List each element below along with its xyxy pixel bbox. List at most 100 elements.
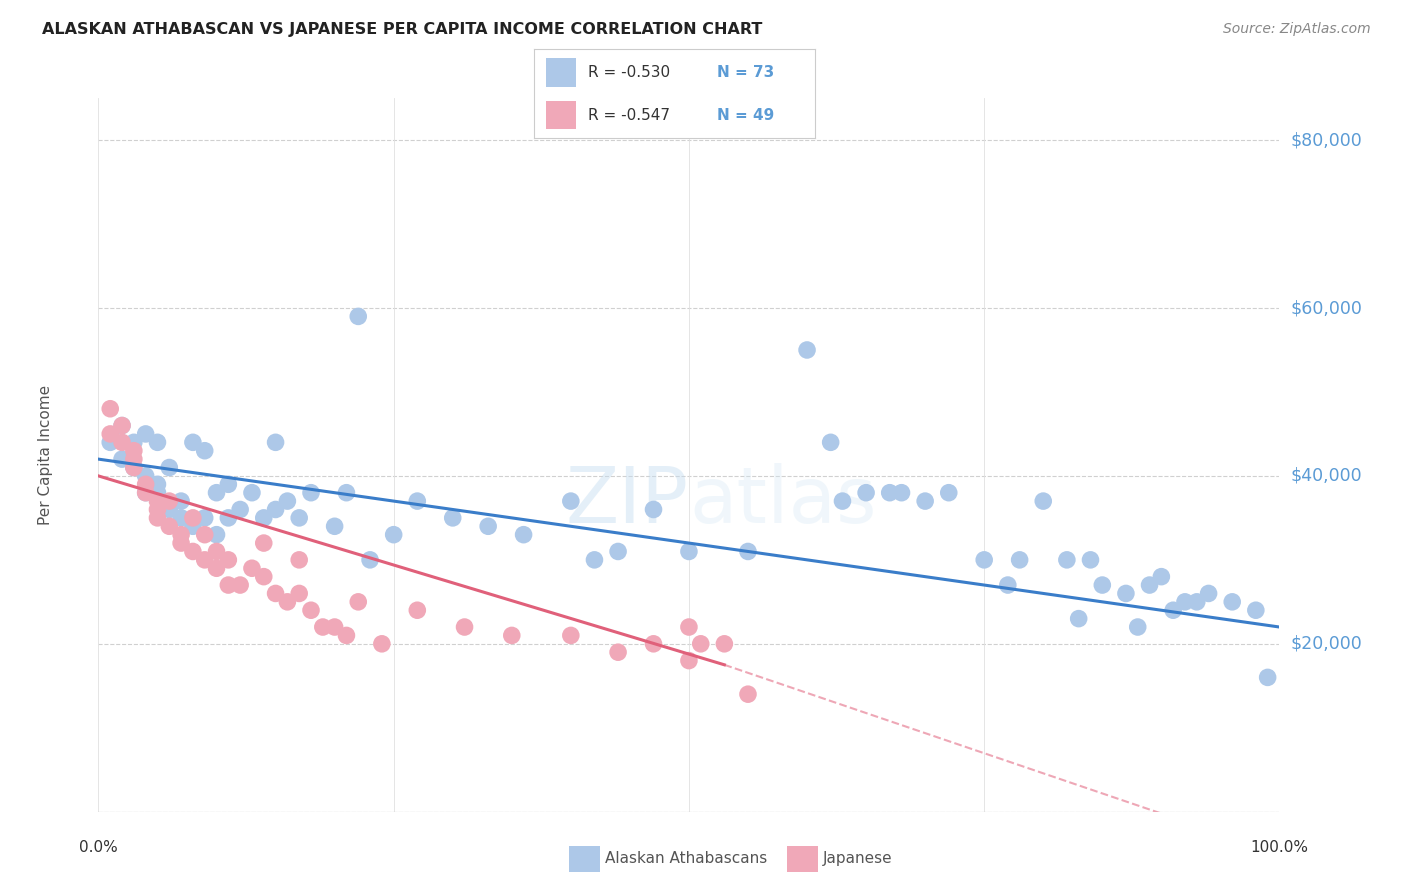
Text: R = -0.530: R = -0.530	[588, 65, 669, 79]
Point	[371, 637, 394, 651]
Point	[1139, 578, 1161, 592]
Text: 100.0%: 100.0%	[1250, 840, 1309, 855]
Text: ZIP: ZIP	[567, 463, 689, 539]
Point	[737, 544, 759, 558]
Point	[122, 460, 145, 475]
Point	[312, 620, 335, 634]
Point	[607, 544, 630, 558]
Point	[240, 561, 263, 575]
Point	[299, 603, 322, 617]
Point	[335, 628, 357, 642]
Point	[288, 586, 311, 600]
Point	[288, 553, 311, 567]
Point	[855, 485, 877, 500]
Point	[607, 645, 630, 659]
Point	[276, 494, 298, 508]
Point	[1198, 586, 1220, 600]
Point	[181, 519, 204, 533]
Point	[406, 494, 429, 508]
Point	[1174, 595, 1197, 609]
Point	[217, 578, 239, 592]
Text: Per Capita Income: Per Capita Income	[38, 384, 53, 525]
Point	[170, 511, 193, 525]
Point	[229, 502, 252, 516]
Text: ALASKAN ATHABASCAN VS JAPANESE PER CAPITA INCOME CORRELATION CHART: ALASKAN ATHABASCAN VS JAPANESE PER CAPIT…	[42, 22, 762, 37]
Point	[583, 553, 606, 567]
Point	[135, 485, 157, 500]
Point	[253, 536, 276, 550]
Text: R = -0.547: R = -0.547	[588, 108, 669, 122]
Point	[689, 637, 711, 651]
Point	[1161, 603, 1184, 617]
Text: Source: ZipAtlas.com: Source: ZipAtlas.com	[1223, 22, 1371, 37]
Point	[229, 578, 252, 592]
Point	[122, 435, 145, 450]
Point	[1080, 553, 1102, 567]
Point	[135, 485, 157, 500]
Point	[181, 435, 204, 450]
Point	[253, 569, 276, 583]
Point	[359, 553, 381, 567]
Point	[217, 477, 239, 491]
Point	[194, 443, 217, 458]
Point	[146, 502, 169, 516]
Point	[111, 452, 134, 467]
Point	[170, 536, 193, 550]
Point	[98, 426, 121, 441]
Point	[264, 586, 287, 600]
Point	[170, 527, 193, 541]
Point	[713, 637, 735, 651]
Point	[157, 502, 180, 516]
Text: $80,000: $80,000	[1291, 131, 1362, 149]
Point	[678, 544, 700, 558]
Point	[1008, 553, 1031, 567]
Point	[264, 502, 287, 516]
Point	[135, 477, 157, 491]
Point	[205, 485, 228, 500]
Point	[253, 511, 276, 525]
Point	[98, 401, 121, 416]
Point	[288, 511, 311, 525]
Point	[146, 477, 169, 491]
Point	[796, 343, 818, 357]
Point	[276, 595, 298, 609]
Point	[1091, 578, 1114, 592]
Point	[98, 435, 121, 450]
Bar	[546, 101, 576, 129]
Point	[997, 578, 1019, 592]
Point	[973, 553, 995, 567]
Point	[194, 527, 217, 541]
Point	[217, 511, 239, 525]
Point	[831, 494, 853, 508]
Point	[1220, 595, 1243, 609]
Point	[820, 435, 842, 450]
Point	[111, 418, 134, 433]
Point	[1032, 494, 1054, 508]
Point	[181, 544, 204, 558]
Point	[299, 485, 322, 500]
Point	[205, 561, 228, 575]
Point	[146, 511, 169, 525]
Point	[157, 460, 180, 475]
Point	[122, 460, 145, 475]
Point	[643, 637, 665, 651]
Point	[240, 485, 263, 500]
Point	[1185, 595, 1208, 609]
Text: $60,000: $60,000	[1291, 299, 1362, 317]
Point	[1126, 620, 1149, 634]
Text: 0.0%: 0.0%	[79, 840, 118, 855]
Point	[453, 620, 475, 634]
Point	[111, 435, 134, 450]
Point	[1257, 670, 1279, 684]
Point	[217, 553, 239, 567]
Point	[347, 595, 370, 609]
Point	[1244, 603, 1267, 617]
Text: $20,000: $20,000	[1291, 635, 1362, 653]
Point	[879, 485, 901, 500]
Point	[264, 435, 287, 450]
Point	[501, 628, 523, 642]
Point	[157, 519, 180, 533]
Point	[122, 443, 145, 458]
Point	[194, 553, 217, 567]
Point	[890, 485, 912, 500]
